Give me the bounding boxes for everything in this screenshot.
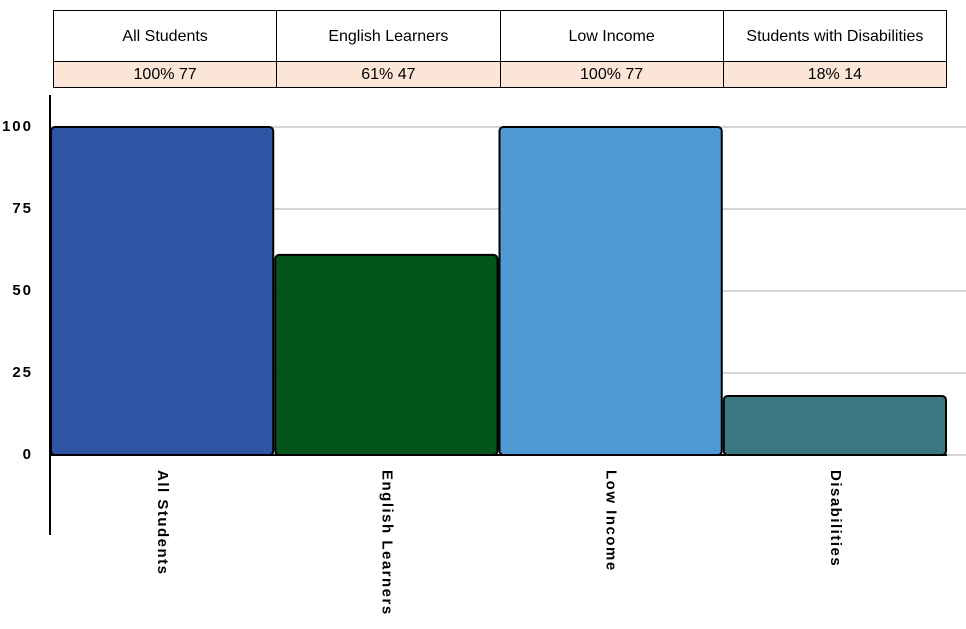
y-tick-label: 75: [12, 200, 33, 217]
value-cell: 61% 47: [276, 61, 501, 88]
bar: [274, 253, 499, 456]
header-cell: Students with Disabilities: [722, 10, 948, 62]
bar: [50, 126, 275, 456]
summary-table: All Students English Learners Low Income…: [52, 10, 948, 88]
y-tick-label: 100: [2, 118, 33, 135]
header-cell: All Students: [52, 10, 278, 62]
bar: [722, 394, 947, 456]
x-tick-label: Disabilities: [827, 470, 844, 567]
x-tick-label: All Students: [154, 470, 171, 576]
bar: [498, 126, 723, 456]
value-cell: 100% 77: [52, 61, 278, 88]
y-tick-label: 0: [23, 446, 33, 463]
x-tick-label: Low Income: [603, 470, 620, 572]
y-tick-label: 25: [12, 364, 33, 381]
value-row: 100% 77 61% 47 100% 77 18% 14: [52, 61, 948, 88]
x-tick-label: English Learners: [378, 470, 395, 616]
y-tick-label: 50: [12, 282, 33, 299]
value-cell: 18% 14: [722, 61, 948, 88]
header-row: All Students English Learners Low Income…: [52, 10, 948, 62]
value-cell: 100% 77: [499, 61, 724, 88]
